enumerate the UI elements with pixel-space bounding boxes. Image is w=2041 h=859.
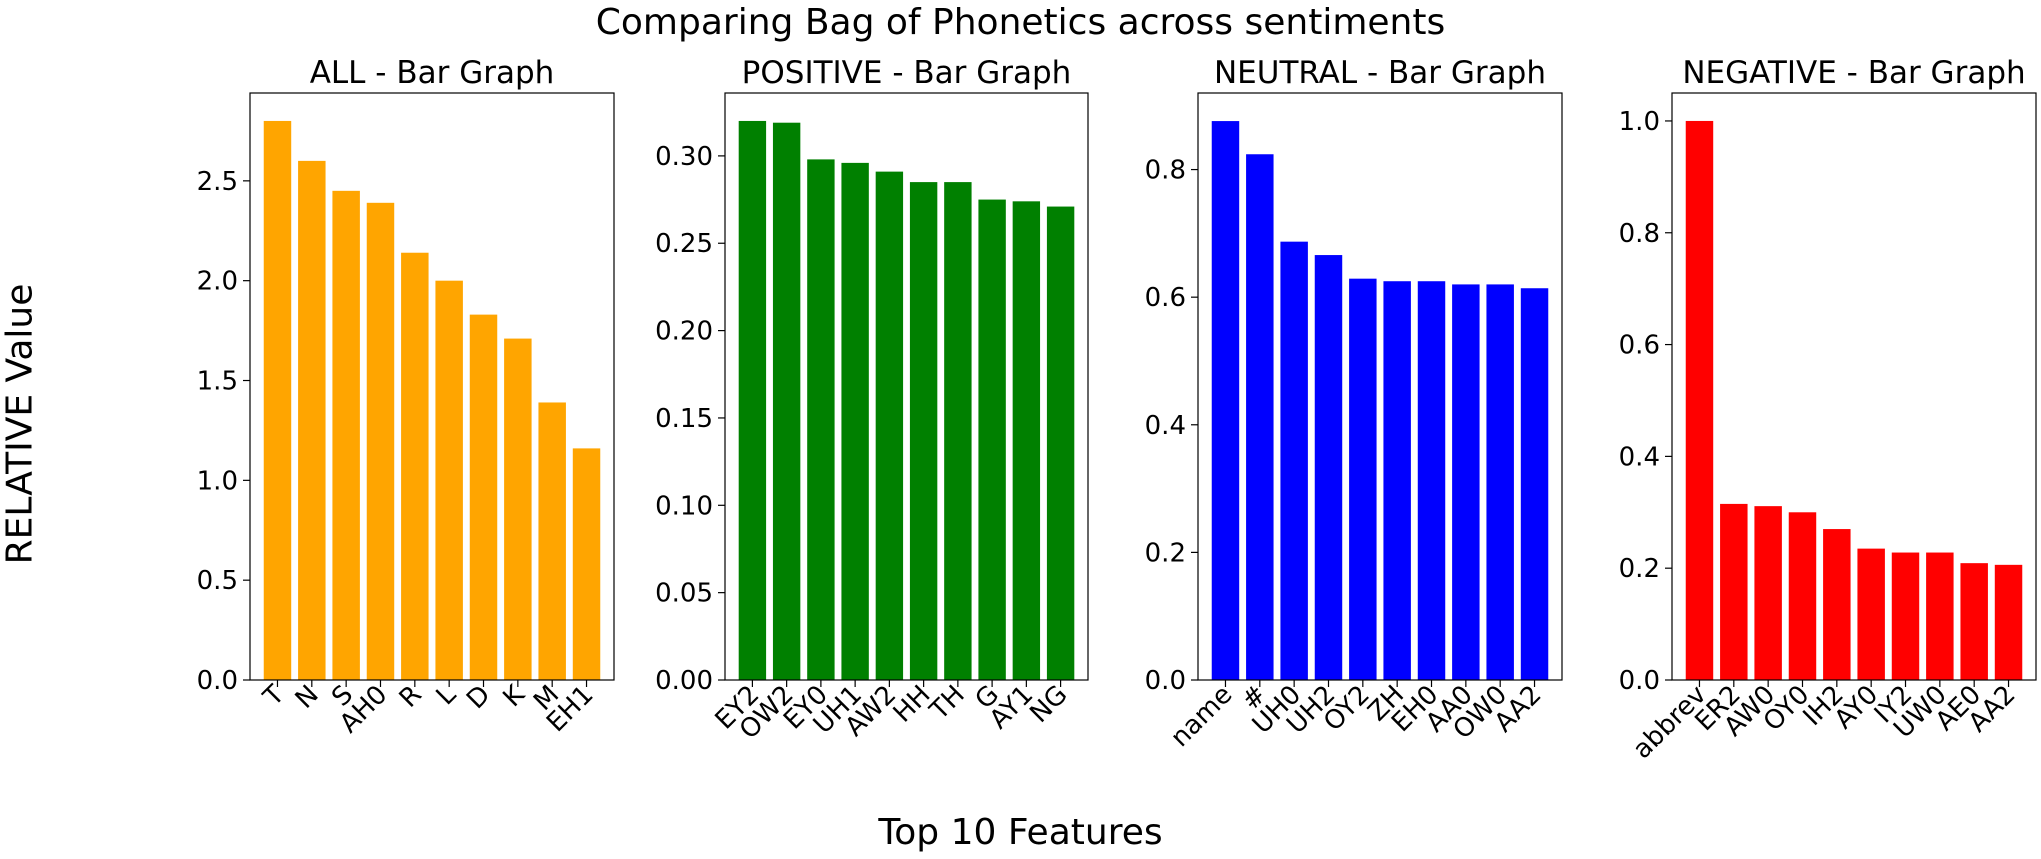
y-tick-label: 2.0 bbox=[197, 267, 238, 297]
y-tick-label: 1.5 bbox=[197, 367, 238, 397]
y-tick-label: 0.8 bbox=[1145, 156, 1186, 186]
y-tick-label: 0.2 bbox=[1619, 554, 1660, 584]
y-tick-label: 0.25 bbox=[655, 229, 713, 259]
figure-x-axis-label: Top 10 Features bbox=[878, 812, 1163, 853]
bar bbox=[1383, 281, 1411, 680]
bar bbox=[1520, 288, 1549, 680]
y-tick-label: 0.4 bbox=[1619, 442, 1660, 472]
y-tick-label: 0.0 bbox=[1619, 666, 1660, 696]
bar bbox=[538, 402, 566, 680]
bar bbox=[1211, 121, 1240, 680]
y-tick-label: 0.20 bbox=[655, 317, 713, 347]
bar bbox=[909, 182, 938, 680]
bar bbox=[978, 199, 1006, 680]
x-tick-label: TH bbox=[924, 680, 971, 727]
x-tick-label: L bbox=[431, 679, 463, 711]
bar bbox=[435, 280, 463, 680]
bar bbox=[772, 122, 801, 680]
bar bbox=[504, 338, 532, 680]
y-tick-label: 0.0 bbox=[1145, 666, 1186, 696]
bar bbox=[841, 162, 869, 680]
plot-frame bbox=[1197, 92, 1563, 681]
bar bbox=[366, 202, 395, 680]
x-tick-label: D bbox=[461, 680, 496, 715]
x-tick-label: T bbox=[257, 680, 290, 713]
x-tick-label: K bbox=[498, 679, 532, 713]
bar bbox=[1314, 255, 1343, 680]
bar bbox=[807, 159, 835, 680]
bar bbox=[1754, 506, 1782, 680]
bar bbox=[469, 314, 498, 680]
bar bbox=[1280, 241, 1308, 680]
y-tick-label: 0.5 bbox=[197, 566, 238, 596]
bar bbox=[1823, 529, 1851, 680]
bar bbox=[332, 190, 360, 680]
chart-panel: EY2OW2EY0UH1AW2HHTHGAY1NG0.000.050.100.1… bbox=[655, 55, 1089, 745]
bar bbox=[1685, 120, 1714, 680]
bar bbox=[1349, 278, 1377, 680]
bar bbox=[298, 160, 326, 680]
y-tick-label: 0.6 bbox=[1619, 331, 1660, 361]
y-tick-label: 0.30 bbox=[655, 142, 713, 172]
bar bbox=[1246, 154, 1274, 680]
y-tick-label: 2.5 bbox=[197, 167, 238, 197]
y-tick-label: 0.8 bbox=[1619, 219, 1660, 249]
bar bbox=[572, 448, 601, 680]
chart-title: NEGATIVE - Bar Graph bbox=[1682, 55, 2025, 91]
bar bbox=[1960, 563, 1988, 680]
bar bbox=[738, 120, 767, 680]
bar bbox=[1452, 284, 1480, 680]
bar bbox=[263, 120, 292, 680]
chart-panel: name#UH0UH2OY2ZHEH0AA0OW0AA20.00.20.40.6… bbox=[1145, 55, 1563, 753]
y-tick-label: 0.05 bbox=[655, 579, 713, 609]
y-tick-label: 1.0 bbox=[1619, 107, 1660, 137]
y-tick-label: 0.0 bbox=[197, 666, 238, 696]
bar bbox=[1891, 552, 1920, 680]
plot-frame bbox=[249, 92, 615, 681]
y-tick-label: 0.15 bbox=[655, 404, 713, 434]
plot-frame bbox=[1671, 92, 2037, 681]
bar bbox=[1012, 201, 1041, 680]
y-tick-label: 0.10 bbox=[655, 491, 713, 521]
bar bbox=[401, 252, 429, 681]
chart-title: POSITIVE - Bar Graph bbox=[742, 55, 1072, 91]
bar bbox=[1046, 206, 1075, 680]
bar bbox=[1788, 512, 1817, 680]
bar bbox=[1486, 284, 1514, 680]
chart-title: ALL - Bar Graph bbox=[310, 55, 555, 91]
bar bbox=[1417, 281, 1446, 680]
bar bbox=[944, 182, 972, 680]
y-tick-label: 0.2 bbox=[1145, 538, 1186, 568]
bar bbox=[1720, 503, 1748, 680]
chart-title: NEUTRAL - Bar Graph bbox=[1214, 55, 1546, 91]
bar bbox=[1857, 548, 1885, 680]
y-tick-label: 0.4 bbox=[1145, 411, 1186, 441]
y-tick-label: 1.0 bbox=[197, 466, 238, 496]
y-tick-label: 0.00 bbox=[655, 666, 713, 696]
bar bbox=[1994, 564, 2023, 680]
y-tick-label: 0.6 bbox=[1145, 283, 1186, 313]
chart-panel: abbrevER2AW0OY0IH2AY0IY2UW0AE0AA20.00.20… bbox=[1619, 55, 2037, 765]
x-tick-label: R bbox=[394, 680, 428, 714]
plot-frame bbox=[724, 92, 1089, 681]
x-tick-label: NG bbox=[1024, 680, 1073, 729]
bar bbox=[875, 171, 904, 680]
bar bbox=[1926, 552, 1954, 680]
x-tick-label: N bbox=[290, 680, 325, 715]
figure-title: Comparing Bag of Phonetics across sentim… bbox=[595, 2, 1446, 43]
